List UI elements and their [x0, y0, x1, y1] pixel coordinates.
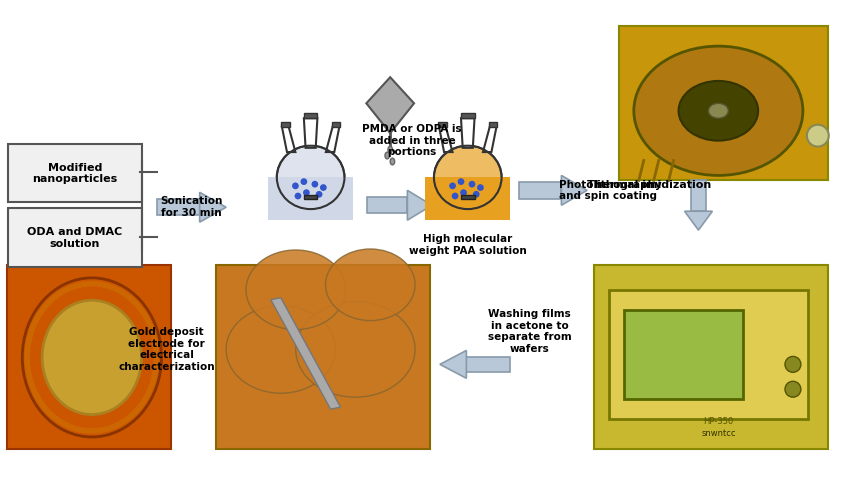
Point — [137, 158, 147, 164]
Bar — [439, 122, 446, 126]
Ellipse shape — [434, 146, 502, 209]
Ellipse shape — [388, 146, 393, 153]
Point — [649, 178, 659, 184]
Circle shape — [303, 189, 309, 196]
Polygon shape — [483, 126, 496, 152]
Polygon shape — [691, 180, 706, 211]
Ellipse shape — [390, 158, 394, 165]
Point — [668, 158, 678, 164]
Bar — [489, 122, 497, 126]
Ellipse shape — [277, 146, 344, 209]
Bar — [619, 26, 828, 180]
Ellipse shape — [435, 146, 501, 208]
Text: snwntcc: snwntcc — [701, 430, 735, 438]
Bar — [8, 265, 172, 449]
Bar — [609, 290, 808, 419]
Text: Modified
nanoparticles: Modified nanoparticles — [32, 162, 117, 184]
Circle shape — [320, 184, 326, 191]
Bar — [304, 113, 317, 118]
Polygon shape — [440, 350, 467, 378]
Circle shape — [460, 189, 467, 196]
Bar — [426, 178, 510, 220]
Bar — [304, 195, 317, 198]
Line: 2 pts: 2 pts — [654, 160, 659, 180]
Polygon shape — [684, 211, 712, 230]
Ellipse shape — [226, 306, 336, 393]
Text: Washing films
in acetone to
separate from
wafers: Washing films in acetone to separate fro… — [488, 309, 571, 354]
Ellipse shape — [807, 124, 829, 146]
Point — [134, 234, 145, 240]
Circle shape — [468, 181, 475, 188]
Bar — [461, 113, 474, 118]
Circle shape — [785, 382, 801, 397]
Text: Sonication
for 30 min: Sonication for 30 min — [160, 196, 223, 218]
Bar — [269, 178, 353, 220]
Text: PMDA or ODPA is
added in three
portions: PMDA or ODPA is added in three portions — [362, 124, 462, 157]
FancyBboxPatch shape — [8, 144, 142, 203]
Polygon shape — [561, 176, 587, 205]
FancyBboxPatch shape — [8, 208, 142, 267]
Circle shape — [785, 356, 801, 372]
Polygon shape — [156, 199, 200, 216]
Point — [151, 234, 162, 240]
Polygon shape — [326, 126, 339, 152]
Ellipse shape — [246, 250, 345, 330]
Ellipse shape — [42, 300, 142, 414]
Polygon shape — [367, 197, 407, 214]
Polygon shape — [467, 356, 509, 372]
Polygon shape — [77, 350, 104, 378]
Line: 2 pts: 2 pts — [639, 160, 643, 180]
Circle shape — [473, 191, 479, 198]
Circle shape — [295, 192, 302, 200]
Point — [151, 170, 162, 175]
Ellipse shape — [678, 81, 758, 140]
Point — [134, 170, 145, 175]
Ellipse shape — [296, 302, 415, 397]
Circle shape — [451, 192, 458, 200]
Polygon shape — [519, 182, 561, 198]
Point — [137, 247, 147, 253]
Circle shape — [477, 184, 484, 191]
Text: Gold deposit
electrode for
electrical
characterization: Gold deposit electrode for electrical ch… — [118, 327, 215, 372]
Line: 2 pts: 2 pts — [669, 160, 673, 180]
Ellipse shape — [634, 46, 803, 176]
Circle shape — [457, 178, 464, 185]
Circle shape — [315, 191, 322, 198]
Polygon shape — [407, 190, 432, 220]
Point — [385, 144, 395, 150]
Bar — [624, 310, 743, 399]
Polygon shape — [200, 192, 226, 222]
Circle shape — [301, 178, 307, 185]
Point — [638, 158, 649, 164]
Bar — [461, 195, 474, 198]
Bar — [594, 265, 828, 449]
Polygon shape — [366, 77, 414, 133]
Text: HP-350: HP-350 — [703, 416, 734, 426]
Circle shape — [449, 182, 456, 189]
Polygon shape — [461, 118, 474, 148]
Text: Thermal imidization: Thermal imidization — [586, 180, 711, 190]
Ellipse shape — [326, 249, 415, 320]
Point — [664, 178, 674, 184]
Point — [385, 130, 395, 136]
Text: Photolithography
and spin coating: Photolithography and spin coating — [559, 180, 662, 201]
Ellipse shape — [708, 104, 728, 118]
Polygon shape — [104, 356, 146, 372]
Polygon shape — [282, 126, 296, 152]
Circle shape — [292, 182, 299, 189]
Polygon shape — [304, 118, 317, 148]
Ellipse shape — [385, 152, 389, 159]
Ellipse shape — [22, 278, 162, 437]
Bar — [281, 122, 290, 126]
Ellipse shape — [278, 146, 343, 208]
Bar — [216, 265, 430, 449]
Text: High molecular
weight PAA solution: High molecular weight PAA solution — [409, 234, 527, 256]
Bar — [332, 122, 340, 126]
Polygon shape — [439, 126, 452, 152]
Circle shape — [311, 181, 318, 188]
Point — [634, 178, 644, 184]
Polygon shape — [271, 298, 341, 409]
Point — [654, 158, 664, 164]
Text: ODA and DMAC
solution: ODA and DMAC solution — [27, 228, 122, 249]
